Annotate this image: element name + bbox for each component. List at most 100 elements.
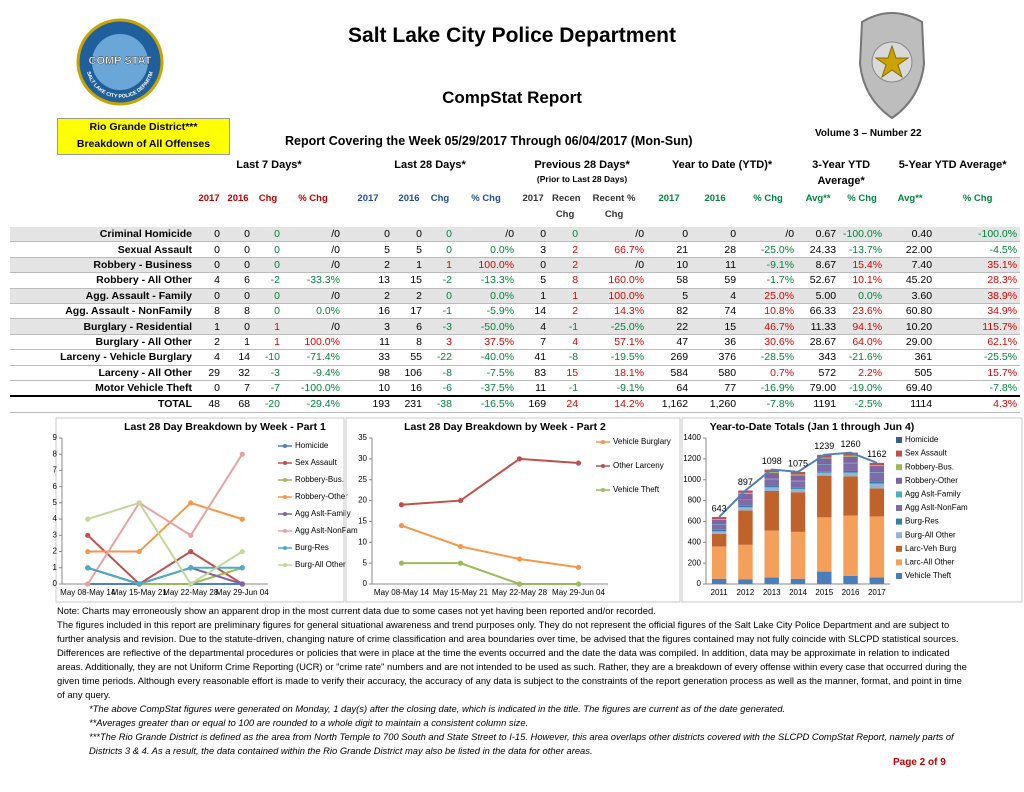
column-header: Chg (430, 193, 450, 204)
table-cell: 35.1% (935, 257, 1021, 274)
bar-segment (817, 458, 832, 465)
table-cell: 0 (691, 227, 740, 243)
column-header: 2016 (398, 193, 420, 204)
column-header: % Chg (753, 193, 783, 204)
group-header: Year to Date (YTD)* (647, 157, 797, 191)
legend-swatch (896, 437, 902, 443)
table-cell: 0 (647, 227, 692, 243)
bar-segment (764, 577, 779, 584)
point (457, 543, 464, 550)
legend-marker (283, 563, 287, 567)
table-cell: 64.0% (839, 334, 886, 351)
y-tick-label: 25 (358, 475, 367, 484)
total-label: 1075 (788, 458, 808, 468)
table-cell: /0 (283, 227, 343, 243)
table-cell: 36 (691, 334, 740, 351)
bar-segment (790, 488, 806, 493)
table-cell: -7.8% (739, 395, 798, 413)
table-cell: 0 (195, 227, 223, 243)
table-cell: 0 (517, 257, 550, 274)
bar-segment (790, 487, 806, 489)
y-tick-label: 200 (688, 558, 702, 567)
legend-swatch (896, 464, 902, 471)
y-tick-label: 5 (363, 558, 368, 567)
table-cell: 5.00 (797, 288, 840, 304)
table-cell: 15.7% (935, 365, 1021, 381)
table-cell: 64 (647, 380, 692, 397)
table-cell: 14 (517, 303, 550, 320)
table-cell: 8 (393, 334, 425, 351)
table-cell: 3 (517, 241, 550, 258)
chart-title: Last 28 Day Breakdown by Week - Part 1 (124, 421, 326, 433)
table-cell: 14 (223, 349, 253, 366)
table-cell: -1 (549, 318, 582, 335)
table-cell: -6 (425, 380, 455, 397)
volume: Volume 3 – Number 22 (815, 128, 922, 139)
table-cell: 5 (647, 288, 692, 304)
table-cell: 82 (647, 303, 692, 320)
legend-label: Homicide (295, 441, 329, 450)
bar-segment (711, 519, 727, 520)
table-cell: 361 (885, 349, 936, 366)
bar-segment (711, 519, 727, 525)
table-cell: -71.4% (283, 349, 343, 366)
table-cell: 0 (195, 380, 223, 397)
table-cell: 15 (549, 365, 582, 381)
table-cell: 8 (223, 303, 253, 320)
badge-star (874, 44, 910, 79)
column-header: % Chg (847, 193, 877, 204)
x-tick-label: 2014 (789, 588, 807, 597)
legend-marker (283, 529, 287, 533)
bar-segment (790, 471, 806, 475)
legend-label: Sex Assault (905, 449, 948, 458)
table-cell: 13 (343, 272, 393, 289)
group-title: 3-Year YTD Average* (812, 159, 871, 187)
table-cell: 0 (223, 318, 253, 335)
table-cell: 8 (549, 272, 582, 289)
table-cell: 60.80 (885, 303, 936, 320)
total-label: 1162 (867, 449, 886, 459)
table-cell: 48 (195, 395, 223, 413)
corner (10, 191, 195, 227)
row-label: Larceny - Vehicle Burglary (10, 349, 195, 366)
bar-segment (843, 463, 858, 471)
column-header: % Chg (962, 193, 993, 204)
table-cell: 24.33 (797, 241, 840, 258)
bar-segment (843, 472, 858, 477)
legend-label: Robbery-Bus. (295, 475, 344, 484)
table-cell: 7 (517, 334, 550, 351)
y-tick-label: 2 (53, 547, 58, 556)
table-cell: 100.0% (455, 257, 518, 274)
point (398, 502, 405, 508)
point (398, 560, 405, 566)
bar-segment (869, 481, 885, 484)
table-cell: -16.9% (739, 380, 798, 397)
table-cell: 69.40 (885, 380, 936, 397)
legend-label: Agg Aslt-NonFam (295, 526, 358, 535)
offense-table: Last 7 Days* Last 28 Days* Previous 28 Day… (10, 157, 1021, 413)
bar-segment (738, 499, 753, 500)
table-cell: 0 (253, 303, 283, 320)
table-row: Burglary - Residential 1 0 1/0 3 6 -3 -50.0% 4 -1… (10, 318, 1021, 335)
table-cell: 0 (253, 241, 283, 258)
chart-title: Last 28 Day Breakdown by Week - Part 2 (404, 421, 606, 433)
point (239, 516, 245, 522)
table-cell: 2 (549, 241, 582, 258)
table-cell: 6 (223, 272, 253, 289)
bar-segment (738, 493, 753, 500)
bar-segment (711, 531, 727, 534)
bar-segment (817, 454, 832, 458)
point (85, 581, 91, 587)
bar-segment (711, 578, 727, 584)
point (516, 456, 523, 462)
table-row: Agg. Assault - Family 0 0 0/0 2 2 0 0.0% 1 1 100.0… (10, 288, 1021, 304)
column-header: 2016 (227, 193, 249, 204)
district-box: Rio Grande District*** Breakdown of All … (57, 118, 230, 155)
bar-segment (843, 476, 858, 516)
legend-label: Robbery-Bus. (905, 462, 954, 471)
group-header-row: Last 7 Days* Last 28 Days* Previous 28 Day… (10, 157, 1020, 191)
legend-swatch (896, 450, 902, 457)
legend-label: Agg Aslt-Family (905, 490, 961, 499)
table-cell: -100.0% (935, 227, 1021, 243)
